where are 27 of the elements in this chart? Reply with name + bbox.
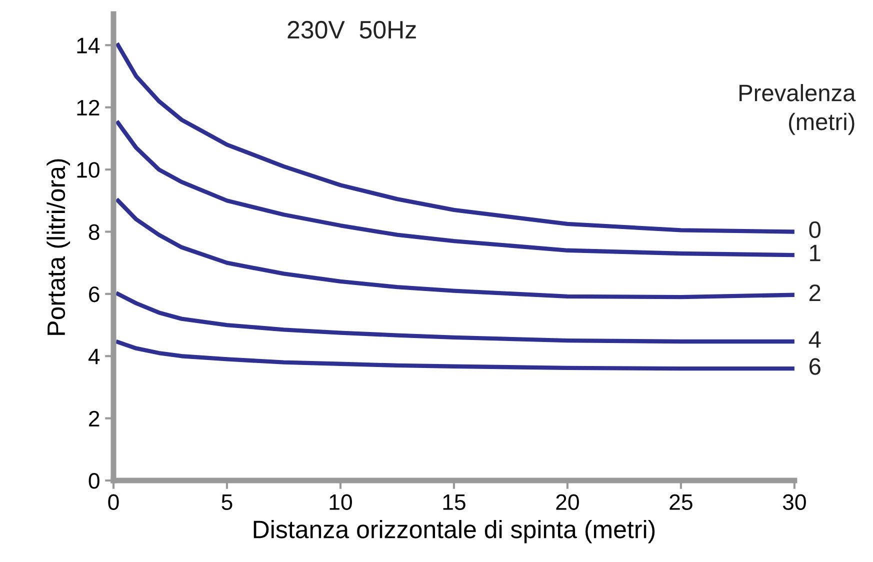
line-series (116, 340, 794, 371)
series-label: 2 (810, 284, 820, 301)
series-label: 4 (808, 331, 821, 348)
series-label: 1 (810, 244, 820, 262)
chart-title: 230V 50Hz (288, 20, 416, 39)
x-tick-label: 25 (670, 494, 692, 510)
x-tick-label: 20 (556, 494, 579, 510)
y-axis-title: Portata (litri/ora) (46, 159, 70, 335)
series-label: 0 (809, 221, 821, 238)
x-axis-title: Distanza orizzontale di spinta (metri) (254, 520, 655, 544)
x-tick-label: 10 (330, 494, 352, 510)
y-tick-label: 2 (89, 410, 100, 426)
y-tick-label: 10 (77, 162, 100, 178)
x-tick-label: 5 (222, 494, 232, 510)
line-series (116, 198, 794, 300)
y-tick-label: 8 (88, 224, 100, 240)
x-tick-label: 15 (443, 494, 466, 510)
y-tick-label: 12 (77, 100, 100, 116)
series-label: 6 (810, 358, 820, 375)
legend-title: Prevalenza (metri) (740, 84, 856, 135)
y-tick-label: 14 (77, 38, 100, 54)
x-tick-label: 0 (108, 494, 119, 510)
y-tick-label: 0 (88, 473, 100, 489)
line-series (116, 292, 794, 344)
y-tick-label: 4 (88, 348, 100, 364)
x-tick-label: 30 (782, 494, 806, 510)
y-tick-label: 6 (89, 286, 100, 302)
